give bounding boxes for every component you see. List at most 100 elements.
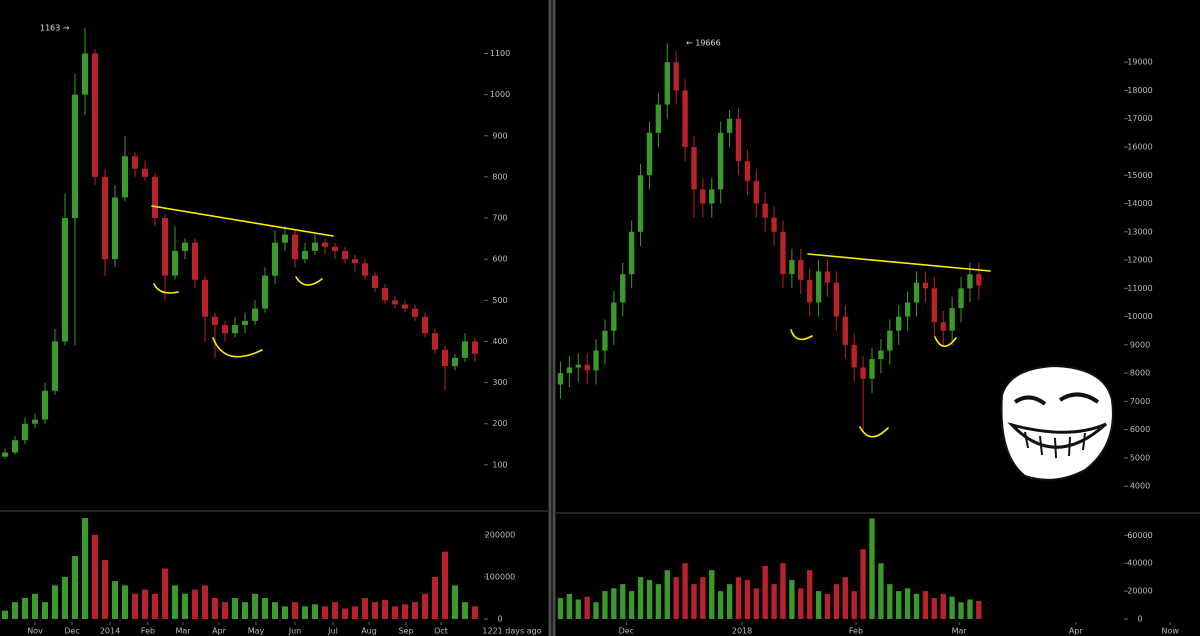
y-tick-label: 6000	[1130, 425, 1150, 434]
candle-body	[442, 349, 448, 367]
y-tick-label: 7000	[1130, 397, 1150, 406]
candle-body	[602, 330, 608, 351]
volume-bar	[557, 598, 564, 619]
candle-body	[262, 275, 268, 309]
candle-body	[222, 324, 228, 334]
volume-bar	[815, 591, 822, 619]
candle-body	[242, 320, 248, 325]
candle-body	[780, 231, 786, 275]
candle-body	[282, 234, 288, 243]
eyes	[1013, 392, 1100, 406]
volume-bar	[262, 597, 268, 619]
volume-bar	[322, 606, 328, 619]
candle-body	[372, 275, 378, 288]
y-tick-label: 100	[492, 460, 507, 469]
candle-body	[673, 62, 679, 91]
volume-bar	[412, 602, 418, 619]
candle-body	[62, 218, 68, 342]
shoulder-curve	[934, 336, 957, 348]
candle-body	[878, 350, 884, 360]
volume-bar	[192, 589, 198, 619]
x-tick-label: 2014	[100, 627, 120, 636]
shoulder-curve	[153, 283, 179, 294]
candle-body	[272, 242, 278, 276]
candle-body	[392, 300, 398, 305]
y-tick-label: 10000	[1127, 312, 1152, 321]
volume-bar	[575, 599, 581, 619]
candle-body	[42, 390, 48, 420]
volume-bar	[302, 606, 308, 619]
volume-bar	[896, 591, 902, 619]
shoulder-curve	[790, 329, 813, 341]
volume-bar	[342, 608, 348, 619]
x-tick-label: Apr	[212, 627, 227, 636]
shoulder-curve	[295, 276, 323, 286]
volume-bar	[842, 577, 848, 619]
volume-bar	[282, 606, 288, 619]
y-tick-label: 15000	[1127, 171, 1152, 180]
candle-body	[432, 333, 438, 350]
volume-bar	[232, 597, 238, 619]
candle-body	[362, 263, 368, 276]
volume-bar	[452, 585, 458, 619]
y-tick-label: 17000	[1127, 114, 1152, 123]
candle-body	[342, 250, 348, 260]
y-tick-label: 600	[492, 255, 507, 264]
candle-body	[132, 156, 138, 169]
volume-bar	[967, 599, 973, 619]
candle-body	[352, 259, 358, 264]
volume-bar	[744, 579, 751, 619]
candle-body	[52, 341, 58, 391]
candle-body	[922, 282, 929, 289]
volume-bar	[904, 588, 911, 619]
candle-body	[976, 274, 982, 286]
candle-body	[322, 242, 328, 247]
volume-bar	[382, 600, 388, 619]
volume-bar	[655, 584, 662, 619]
volume-bar	[780, 563, 786, 619]
volume-bar	[2, 610, 8, 619]
candle-body	[302, 250, 308, 260]
candle-body	[718, 132, 724, 190]
candle-body	[32, 419, 38, 424]
candle-body	[92, 53, 98, 177]
candle-body	[958, 288, 964, 309]
candle-body	[566, 367, 573, 374]
candle-body	[102, 176, 108, 260]
footer-note: 1221 days ago	[482, 627, 541, 636]
volume-bar	[52, 585, 58, 619]
volume-bar	[851, 591, 857, 619]
candle-body	[842, 316, 848, 345]
volume-bar	[12, 602, 18, 619]
volume-bar	[372, 602, 378, 619]
candle-body	[931, 288, 937, 323]
y-tick-label: 12000	[1127, 256, 1152, 265]
volume-bar	[726, 584, 733, 619]
x-tick-label: Now	[1161, 627, 1179, 636]
candle-body	[462, 341, 468, 358]
y-tick-label: 400	[492, 337, 507, 346]
candle-body	[162, 218, 168, 276]
x-tick-label: Oct	[434, 627, 448, 636]
candle-body	[709, 189, 715, 204]
x-tick-label: Dec	[64, 627, 79, 636]
annotation: ← 19666	[686, 39, 721, 48]
volume-bar	[682, 563, 688, 619]
volume-bar	[718, 591, 724, 619]
candle-body	[869, 359, 875, 379]
candle-body	[82, 53, 88, 95]
candle-body	[904, 302, 911, 317]
volume-bar	[462, 602, 468, 619]
candle-body	[851, 344, 857, 368]
volume-bar	[637, 577, 644, 619]
volume-bar	[72, 555, 78, 619]
y-tick-label: 8000	[1130, 369, 1150, 378]
volume-bar	[432, 576, 438, 619]
volume-tick-label: 0	[497, 615, 502, 624]
x-tick-label: Sep	[398, 627, 413, 636]
candle-body	[860, 367, 866, 379]
volume-bar	[22, 597, 28, 619]
y-tick-label: 18000	[1127, 86, 1152, 95]
y-tick-label: 14000	[1127, 199, 1152, 208]
volume-bar	[132, 593, 138, 619]
